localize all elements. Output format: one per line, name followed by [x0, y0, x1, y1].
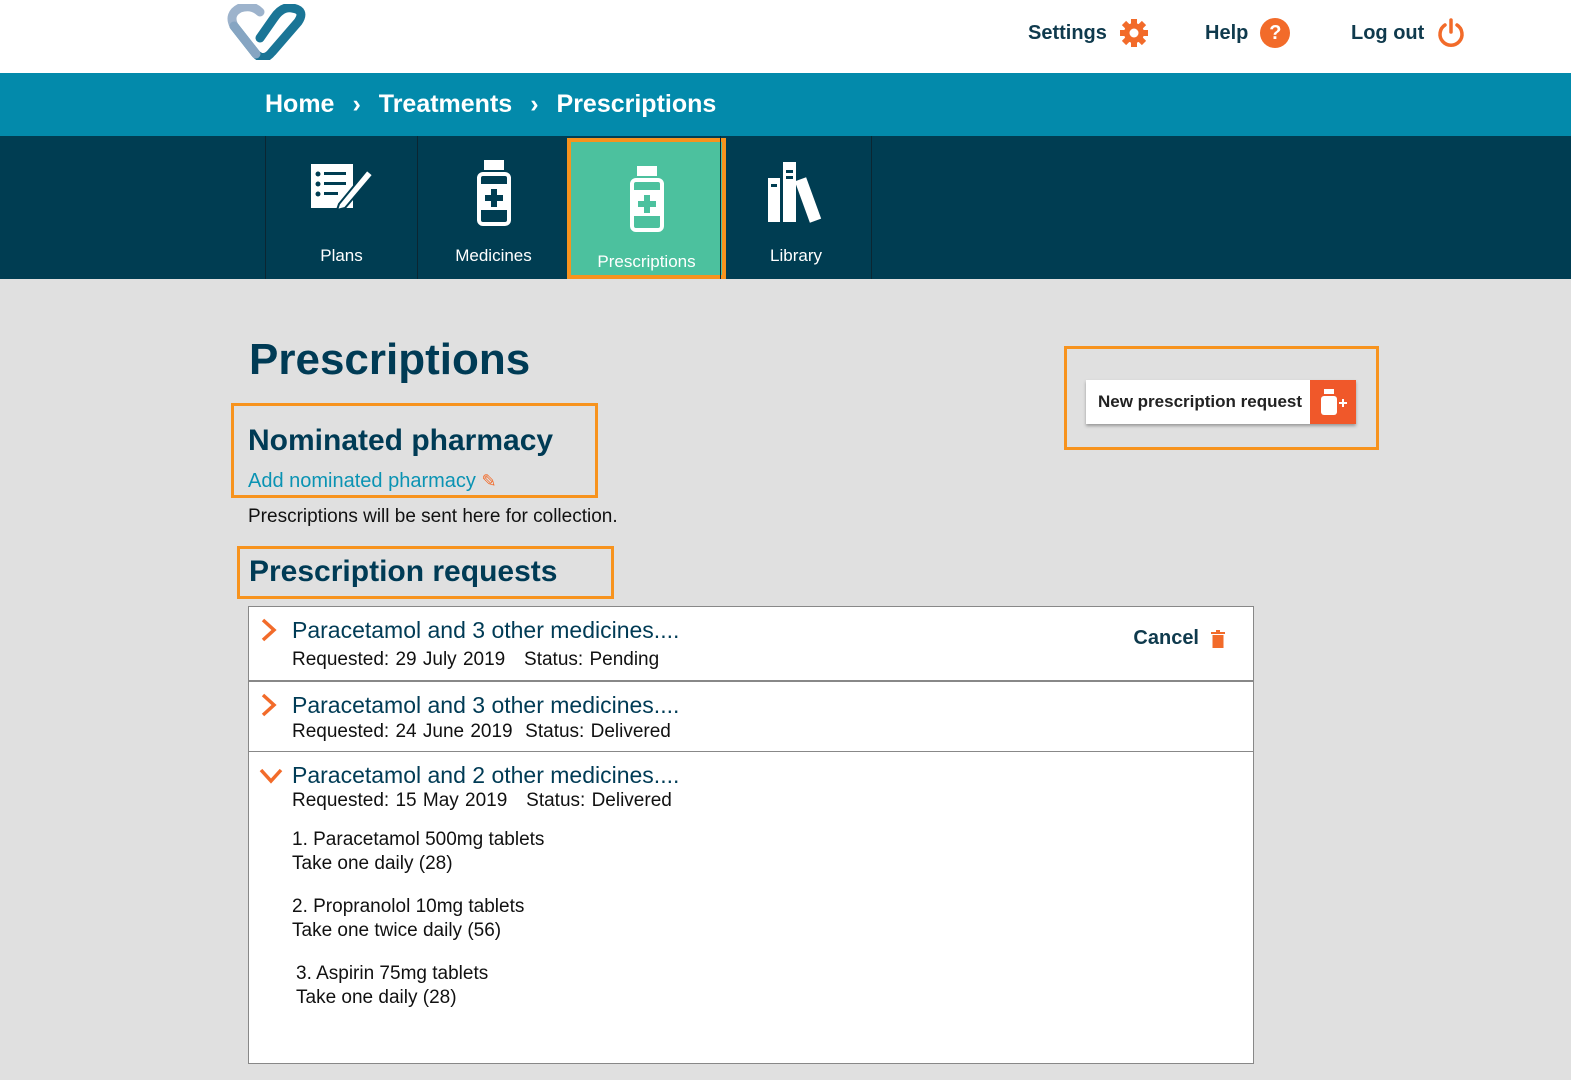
tab-label: Prescriptions: [597, 252, 696, 271]
medicine-item: 1. Paracetamol 500mg tablets Take one dai…: [292, 828, 544, 876]
nominated-pharmacy-heading: Nominated pharmacy: [248, 424, 554, 457]
medicine-name: 2. Propranolol 10mg tablets: [292, 896, 525, 917]
request-meta: Requested: 15 May 2019 Status: Delivered: [292, 790, 672, 811]
plan-icon: [310, 164, 374, 212]
tab-plans[interactable]: Plans: [265, 136, 417, 279]
settings-label: Settings: [1028, 21, 1107, 44]
logo[interactable]: [226, 4, 306, 60]
medicine-dose: Take one twice daily (56): [292, 920, 502, 941]
button-label: New prescription request: [1098, 392, 1303, 411]
add-medicine-icon: [1310, 380, 1356, 424]
prescription-request-row[interactable]: Paracetamol and 3 other medicines.... Re…: [248, 681, 1254, 752]
gear-icon: [1119, 19, 1148, 47]
chevron-right-icon: [261, 693, 277, 717]
highlight-box: [237, 546, 614, 599]
help-label: Help: [1205, 21, 1249, 44]
books-icon: [768, 162, 822, 223]
breadcrumb: Home › Treatments › Prescriptions: [0, 73, 1571, 136]
cancel-label: Cancel: [1133, 627, 1199, 649]
request-meta: Requested: 29 July 2019 Status: Pending: [292, 649, 660, 670]
request-title: Paracetamol and 2 other medicines....: [292, 762, 680, 788]
highlight-box: [1064, 346, 1379, 450]
medicine-bottle-icon: [476, 160, 511, 226]
request-meta: Requested: 24 June 2019 Status: Delivere…: [292, 721, 671, 742]
tab-label: Plans: [320, 246, 363, 265]
medicine-dose: Take one daily (28): [296, 987, 457, 1008]
chevron-down-icon: [259, 768, 283, 784]
request-title: Paracetamol and 3 other medicines....: [292, 617, 680, 643]
medicine-name: 1. Paracetamol 500mg tablets: [292, 829, 545, 850]
breadcrumb-prescriptions[interactable]: Prescriptions: [556, 90, 717, 118]
new-prescription-request-button[interactable]: New prescription request: [1086, 380, 1356, 424]
edit-icon: ✎: [481, 471, 497, 491]
tab-prescriptions[interactable]: Prescriptions: [567, 138, 726, 279]
prescription-request-row[interactable]: Paracetamol and 3 other medicines.... Re…: [248, 606, 1254, 681]
section-nav: Plans Medicines Prescriptions Library: [0, 136, 1571, 279]
medicine-item: 2. Propranolol 10mg tablets Take one twic…: [292, 895, 524, 943]
prescription-request-row-expanded[interactable]: Paracetamol and 2 other medicines.... Re…: [248, 751, 1254, 1064]
pharmacy-note: Prescriptions will be sent here for coll…: [248, 506, 618, 527]
trash-icon: [1211, 629, 1225, 648]
medicine-item: 3. Aspirin 75mg tablets Take one daily (2…: [296, 962, 488, 1010]
tab-label: Medicines: [455, 246, 532, 265]
medicine-bottle-icon: [629, 166, 664, 232]
power-icon: [1438, 18, 1465, 47]
settings-link[interactable]: Settings: [1028, 18, 1149, 48]
page-title: Prescriptions: [249, 335, 531, 384]
medicine-name: 3. Aspirin 75mg tablets: [296, 963, 489, 984]
tab-library[interactable]: Library: [720, 136, 872, 279]
medicine-dose: Take one daily (28): [292, 853, 453, 874]
help-icon: ?: [1260, 18, 1291, 48]
add-nominated-pharmacy-link[interactable]: Add nominated pharmacy ✎: [248, 470, 497, 493]
top-bar: Settings Help? Log out: [0, 0, 1571, 73]
chevron-right-icon: ›: [530, 90, 539, 118]
chevron-right-icon: ›: [352, 90, 361, 118]
breadcrumb-home[interactable]: Home: [265, 90, 335, 118]
breadcrumb-treatments[interactable]: Treatments: [378, 90, 513, 118]
prescription-requests-heading: Prescription requests: [249, 555, 558, 588]
request-title: Paracetamol and 3 other medicines....: [292, 692, 680, 718]
tab-label: Library: [770, 246, 822, 265]
chevron-right-icon: [261, 618, 277, 642]
logout-link[interactable]: Log out: [1351, 18, 1466, 48]
help-link[interactable]: Help?: [1205, 18, 1291, 48]
logout-label: Log out: [1351, 21, 1425, 44]
link-label: Add nominated pharmacy: [248, 470, 476, 492]
highlight-box: [231, 403, 598, 498]
tab-medicines[interactable]: Medicines: [417, 136, 569, 279]
cancel-button[interactable]: Cancel: [1133, 627, 1225, 650]
